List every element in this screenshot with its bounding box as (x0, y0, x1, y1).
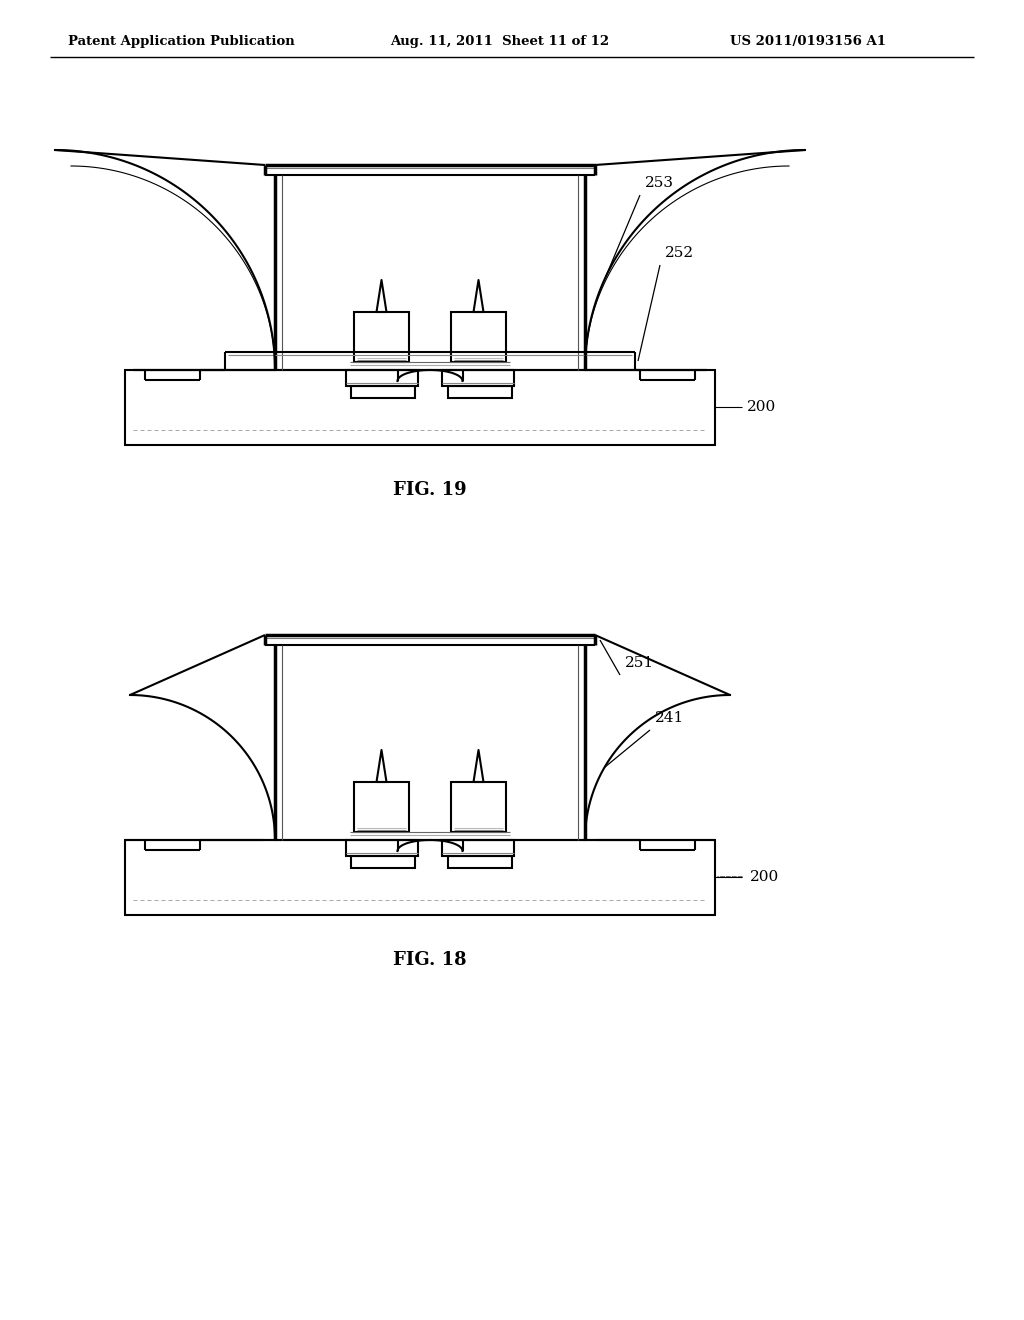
Bar (451, 312, 506, 362)
Text: FIG. 18: FIG. 18 (393, 950, 467, 969)
Text: Patent Application Publication: Patent Application Publication (68, 36, 295, 49)
Bar (449, 385, 512, 399)
Bar (346, 840, 418, 855)
Text: 241: 241 (655, 711, 684, 725)
Text: Aug. 11, 2011  Sheet 11 of 12: Aug. 11, 2011 Sheet 11 of 12 (390, 36, 609, 49)
Text: 252: 252 (665, 246, 694, 260)
Bar (125, 840, 715, 915)
Bar (351, 385, 415, 399)
Bar (451, 781, 506, 832)
Text: US 2011/0193156 A1: US 2011/0193156 A1 (730, 36, 886, 49)
Bar (442, 370, 514, 385)
Text: FIG. 19: FIG. 19 (393, 480, 467, 499)
Bar (354, 312, 409, 362)
Text: 200: 200 (750, 870, 779, 884)
Text: 251: 251 (625, 656, 654, 671)
Text: 200: 200 (746, 400, 776, 414)
Bar (354, 781, 409, 832)
Bar (346, 370, 418, 385)
Bar (125, 370, 715, 445)
Bar (442, 840, 514, 855)
Bar (449, 855, 512, 869)
Bar (351, 855, 415, 869)
Text: 253: 253 (645, 176, 674, 190)
